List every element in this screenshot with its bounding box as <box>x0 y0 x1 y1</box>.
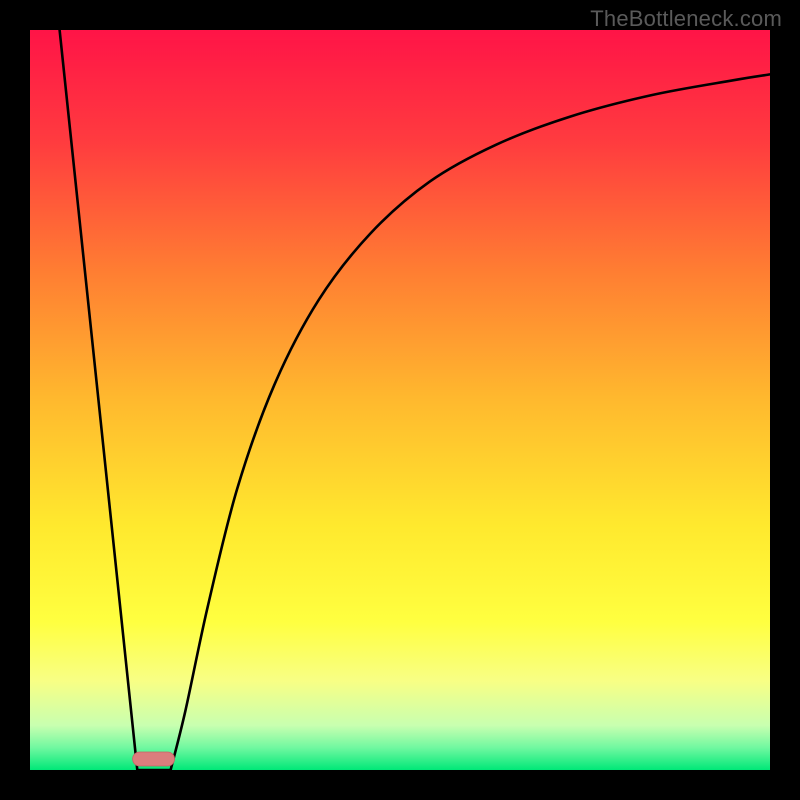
chart-svg <box>0 0 800 800</box>
watermark-text: TheBottleneck.com <box>590 6 782 32</box>
bottleneck-chart: TheBottleneck.com <box>0 0 800 800</box>
